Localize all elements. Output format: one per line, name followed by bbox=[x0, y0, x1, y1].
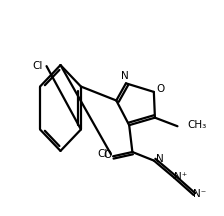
Text: Cl: Cl bbox=[97, 149, 108, 159]
Text: O: O bbox=[103, 150, 112, 160]
Text: N⁻: N⁻ bbox=[193, 189, 206, 199]
Text: CH₃: CH₃ bbox=[187, 120, 206, 130]
Text: N: N bbox=[156, 154, 164, 164]
Text: O: O bbox=[156, 84, 164, 94]
Text: N: N bbox=[121, 71, 129, 81]
Text: Cl: Cl bbox=[33, 61, 43, 71]
Text: N⁺: N⁺ bbox=[174, 172, 187, 182]
